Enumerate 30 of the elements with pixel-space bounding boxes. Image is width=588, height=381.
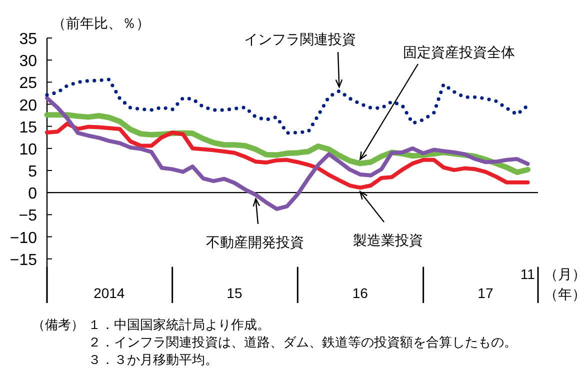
text: ３．３か月移動平均。: [88, 352, 218, 367]
x-tick-label: 16: [352, 285, 368, 301]
text: 固定資産投資全体: [403, 44, 515, 60]
text: インフラ関連投資: [244, 31, 356, 47]
text: ２．インフラ関連投資は、道路、ダム、鉄道等の投資額を合算したもの。: [88, 334, 517, 350]
y-tick-label: 10: [19, 141, 38, 158]
line-series: [45, 78, 530, 135]
line-series: [45, 122, 530, 190]
text: （月）: [544, 266, 586, 282]
text: （備考）: [32, 317, 84, 332]
y-tick-label: 5: [28, 164, 38, 180]
x-tick-label: 15: [226, 285, 242, 301]
annotation: 11: [520, 266, 536, 282]
y-tick-label: −10: [10, 230, 38, 247]
y-tick-label: −15: [10, 252, 38, 269]
x-tick-label: 17: [478, 285, 494, 301]
y-tick-label: 15: [19, 119, 38, 136]
x-axis-title: （年）: [544, 286, 586, 302]
text: 不動産開発投資: [206, 234, 304, 250]
y-tick-label: −5: [18, 208, 38, 225]
y-tick-label: 0: [28, 186, 38, 203]
x-tick-label: 2014: [94, 285, 125, 301]
y-axis-title: （前年比、％）: [52, 15, 150, 31]
y-tick-label: 30: [19, 53, 38, 70]
y-tick-label: 35: [19, 31, 38, 48]
text: １．中国国家統計局より作成。: [88, 317, 270, 332]
line-series: [45, 96, 530, 211]
text: 製造業投資: [353, 232, 423, 248]
y-tick-label: 25: [19, 75, 38, 92]
y-tick-label: 20: [19, 97, 38, 114]
